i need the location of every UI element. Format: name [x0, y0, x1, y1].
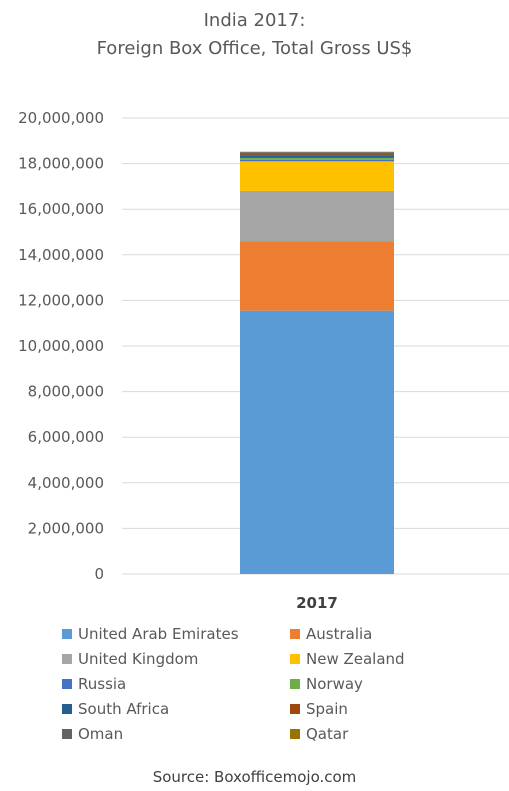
legend-label: Russia	[78, 675, 127, 693]
y-tick-label: 6,000,000	[28, 428, 104, 446]
legend-swatch	[62, 729, 72, 739]
y-tick-label: 14,000,000	[18, 246, 104, 264]
bar-segment-norway	[240, 157, 394, 160]
legend-item: Norway	[290, 674, 363, 694]
bar-segment-australia	[240, 241, 394, 311]
legend-item: United Kingdom	[62, 649, 198, 669]
y-tick-label: 20,000,000	[18, 109, 104, 127]
legend-swatch	[290, 704, 300, 714]
bar-segment-united-kingdom	[240, 190, 394, 242]
legend-item: United Arab Emirates	[62, 624, 239, 644]
legend-swatch	[62, 704, 72, 714]
source-note: Source: Boxofficemojo.com	[152, 768, 357, 786]
legend-item: Russia	[62, 674, 126, 694]
legend-swatch	[290, 729, 300, 739]
legend-swatch	[62, 679, 72, 689]
chart-plot: 0 2,000,000 4,000,000 6,000,000 8,000,000 10,…	[18, 109, 509, 612]
y-tick-label: 2,000,000	[28, 519, 104, 537]
legend-label: New Zealand	[306, 650, 405, 668]
y-tick-label: 8,000,000	[28, 383, 104, 401]
bar-segment-south-africa	[240, 155, 394, 158]
bar-segment-spain	[240, 154, 394, 156]
legend-label: South Africa	[78, 700, 170, 718]
y-tick-label: 18,000,000	[18, 155, 104, 173]
bar-segment-united-arab-emirates	[240, 310, 394, 574]
legend-label: Norway	[306, 675, 363, 693]
chart-subtitle: Foreign Box Office, Total Gross US$	[96, 38, 413, 59]
legend-label: Oman	[78, 725, 124, 743]
y-tick-label: 16,000,000	[18, 200, 104, 218]
y-tick-label: 10,000,000	[18, 337, 104, 355]
bar-segment-russia	[240, 159, 394, 162]
bar-segment-oman	[240, 152, 394, 155]
legend-label: Spain	[306, 700, 348, 718]
legend-label: Australia	[306, 625, 373, 643]
legend-swatch	[290, 654, 300, 664]
chart-title: India 2017:	[203, 10, 306, 31]
legend-swatch	[290, 629, 300, 639]
legend-swatch	[62, 654, 72, 664]
legend-swatch	[62, 629, 72, 639]
legend-item: Spain	[290, 699, 348, 719]
legend-item: South Africa	[62, 699, 169, 719]
x-tick-label: 2017	[296, 594, 338, 612]
legend-label: Qatar	[306, 725, 349, 743]
y-tick-label: 0	[94, 565, 104, 583]
legend-label: United Arab Emirates	[78, 625, 239, 643]
legend-item: Qatar	[290, 724, 348, 744]
y-tick-label: 4,000,000	[28, 474, 104, 492]
legend-item: Australia	[290, 624, 372, 644]
legend-swatch	[290, 679, 300, 689]
legend-label: United Kingdom	[78, 650, 199, 668]
bar-segment-new-zealand	[240, 161, 394, 191]
legend-item: Oman	[62, 724, 123, 744]
legend-item: New Zealand	[290, 649, 405, 669]
y-tick-label: 12,000,000	[18, 291, 104, 309]
